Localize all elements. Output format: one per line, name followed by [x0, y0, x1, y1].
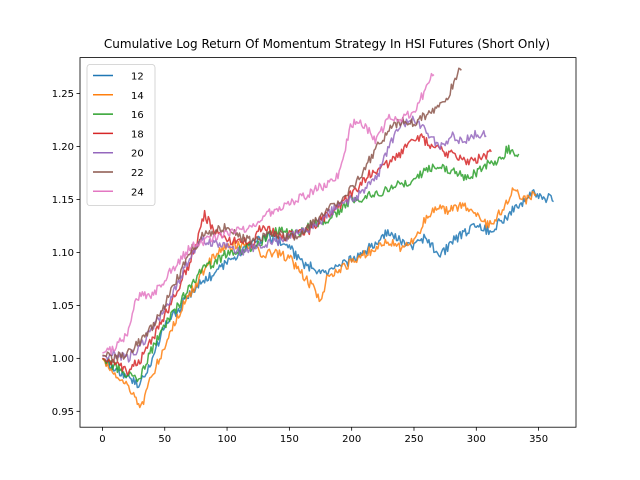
axes-layer: 0 50 100 150 200 250 300 350 0.95 1.00 1.05 1.10 1.1…: [52, 57, 577, 445]
x-tick-label-350: 350: [529, 434, 548, 445]
legend-label-22: 22: [131, 168, 144, 179]
series-line-14: [101, 187, 537, 409]
series-line-24: [102, 72, 435, 355]
y-tick-label-1: 1.00: [52, 354, 74, 365]
y-tick-label-0: 0.95: [52, 407, 74, 418]
x-tick-label-300: 300: [467, 434, 486, 445]
legend-label-16: 16: [131, 110, 144, 121]
y-tick-label-5: 1.20: [52, 142, 74, 153]
y-tick-label-4: 1.15: [52, 195, 74, 206]
series-line-12: [101, 189, 554, 389]
x-tick-label-200: 200: [342, 434, 361, 445]
legend-label-14: 14: [131, 91, 144, 102]
x-tick-label-150: 150: [280, 434, 299, 445]
x-tick-label-250: 250: [404, 434, 423, 445]
legend-label-18: 18: [131, 129, 144, 140]
series-layer: [101, 67, 554, 409]
chart-title: Cumulative Log Return Of Momentum Strate…: [104, 37, 550, 51]
y-tick-label-3: 1.10: [52, 248, 74, 259]
series-line-22: [102, 67, 462, 364]
legend-label-20: 20: [131, 149, 144, 160]
legend-label-24: 24: [131, 187, 144, 198]
legend: 12 14 16 18 20 22 24: [86, 64, 156, 207]
legend-label-12: 12: [131, 72, 144, 83]
legend-box: [86, 64, 156, 207]
axes-frame: [79, 57, 577, 428]
y-tick-label-6: 1.25: [52, 89, 74, 100]
y-tick-label-2: 1.05: [52, 301, 74, 312]
x-tick-label-50: 50: [158, 434, 171, 445]
x-tick-label-0: 0: [99, 434, 105, 445]
x-tick-label-100: 100: [218, 434, 237, 445]
